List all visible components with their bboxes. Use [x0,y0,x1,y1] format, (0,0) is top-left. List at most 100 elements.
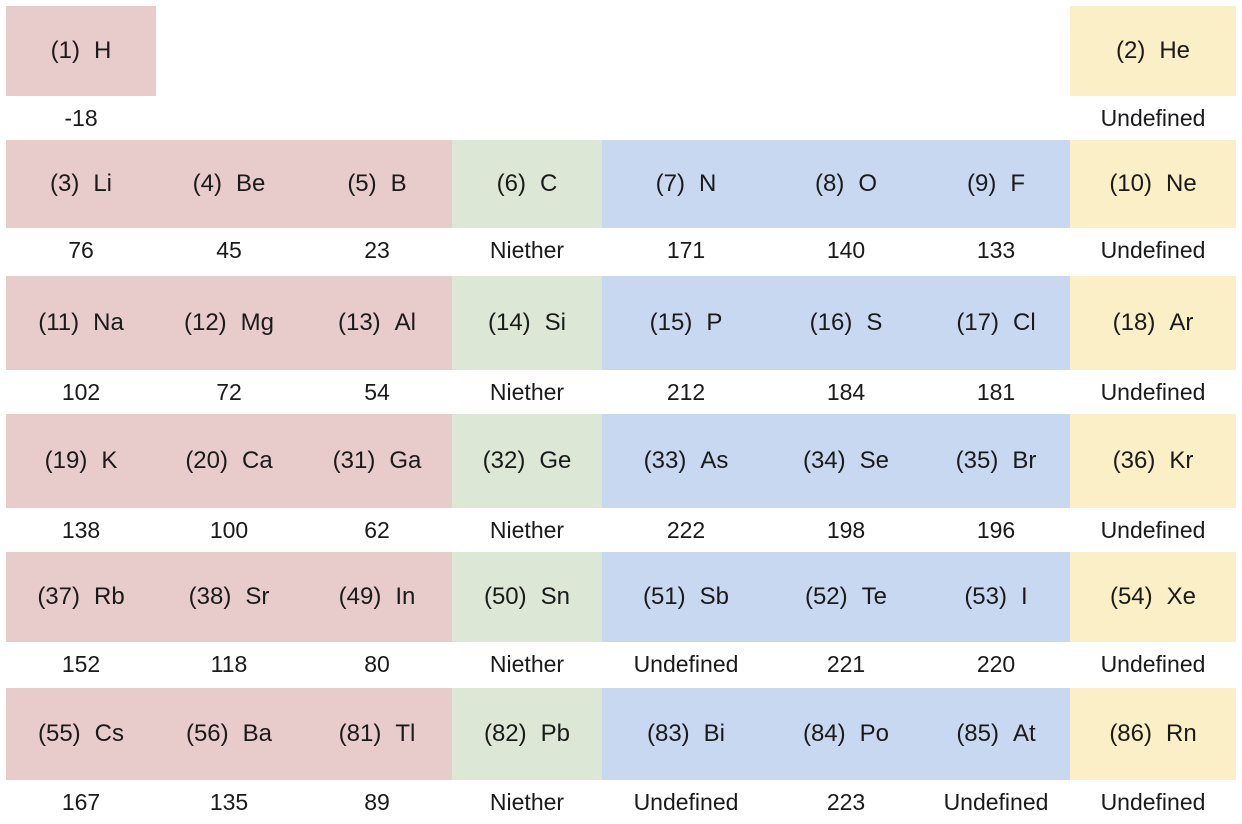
element-symbol: P [706,309,723,336]
element-cell: (35) Br [922,414,1070,508]
atomic-number: (3) [49,170,80,197]
element-symbol: Ba [242,720,273,747]
element-symbol: Sb [699,583,730,610]
element-symbol: He [1159,37,1191,64]
element-value: 167 [61,788,101,815]
element-symbol: Sr [245,583,270,610]
element-symbol: B [390,170,407,197]
atomic-number: (51) [642,583,686,610]
element-value: 184 [826,378,866,405]
element-cell: (84) Po [770,688,922,780]
element-cell: (1) H [6,6,156,96]
element-cell: (34) Se [770,414,922,508]
element-cell: (85) At [922,688,1070,780]
element-symbol: Xe [1166,583,1197,610]
atomic-number: (36) [1112,447,1156,474]
element-value: Undefined [633,788,739,815]
element-cell: (32) Ge [452,414,602,508]
element-symbol: Ga [389,447,422,474]
element-value: 140 [826,236,866,263]
atomic-number: (5) [347,170,377,197]
element-value: 212 [666,378,706,405]
element-value: Undefined [633,650,739,677]
element-symbol: Tl [395,720,416,747]
element-symbol: H [94,37,112,64]
element-symbol: As [700,447,729,474]
element-value: Undefined [943,788,1049,815]
element-cell: (2) He [1070,6,1236,96]
element-cell: (54) Xe [1070,552,1236,642]
element-value: 76 [68,236,94,263]
atomic-number: (9) [966,170,997,197]
element-value: 100 [209,516,249,543]
element-cell: (19) K [6,414,156,508]
element-cell: (4) Be [156,140,302,228]
element-symbol: F [1010,170,1025,197]
element-symbol: In [395,583,416,610]
element-value: 89 [364,788,390,815]
element-cell: (3) Li [6,140,156,228]
atomic-number: (81) [338,720,382,747]
element-cell: (16) S [770,276,922,370]
element-value: 221 [826,650,866,677]
atomic-number: (4) [192,170,222,197]
element-symbol: At [1013,720,1036,747]
element-symbol: O [858,170,877,197]
element-cell: (31) Ga [302,414,452,508]
element-cell: (12) Mg [156,276,302,370]
element-value: Undefined [1100,650,1206,677]
atomic-number: (8) [814,170,845,197]
atomic-number: (82) [483,720,527,747]
atomic-number: (19) [44,447,88,474]
element-cell: (51) Sb [602,552,770,642]
atomic-number: (55) [37,720,81,747]
atomic-number: (14) [487,309,531,336]
element-symbol: Cs [94,720,125,747]
element-value: 198 [826,516,866,543]
element-symbol: Ge [539,447,572,474]
element-value: Niether [489,650,565,677]
element-symbol: Li [93,170,113,197]
element-symbol: N [699,170,717,197]
atomic-number: (33) [643,447,687,474]
element-value: 102 [61,378,101,405]
element-value: Undefined [1100,516,1206,543]
atomic-number: (12) [183,309,227,336]
element-symbol: I [1021,583,1028,610]
element-value: 171 [666,236,706,263]
element-value: 45 [216,236,242,263]
element-value: 222 [666,516,706,543]
element-symbol: Na [93,309,124,336]
atomic-number: (13) [337,309,381,336]
element-cell: (53) I [922,552,1070,642]
element-cell: (10) Ne [1070,140,1236,228]
element-cell: (55) Cs [6,688,156,780]
element-value: Niether [489,378,565,405]
element-cell: (50) Sn [452,552,602,642]
atomic-number: (32) [482,447,526,474]
element-value: 72 [216,378,242,405]
atomic-number: (6) [496,170,526,197]
element-cell: (52) Te [770,552,922,642]
element-cell: (33) As [602,414,770,508]
element-cell: (81) Tl [302,688,452,780]
element-value: 80 [364,650,390,677]
atomic-number: (7) [655,170,685,197]
atomic-number: (10) [1109,170,1152,197]
atomic-number: (2) [1115,37,1146,64]
element-symbol: Ca [242,447,273,474]
element-value: 54 [364,378,390,405]
atomic-number: (31) [332,447,376,474]
atomic-number: (34) [802,447,846,474]
element-cell: (17) Cl [922,276,1070,370]
atomic-number: (50) [483,583,527,610]
element-symbol: Ne [1166,170,1197,197]
element-symbol: C [540,170,558,197]
atomic-number: (18) [1112,309,1156,336]
element-cell: (36) Kr [1070,414,1236,508]
atomic-number: (37) [37,583,80,610]
element-value: 23 [364,236,390,263]
element-value: Undefined [1100,378,1206,405]
element-value: 196 [976,516,1016,543]
element-cell: (8) O [770,140,922,228]
